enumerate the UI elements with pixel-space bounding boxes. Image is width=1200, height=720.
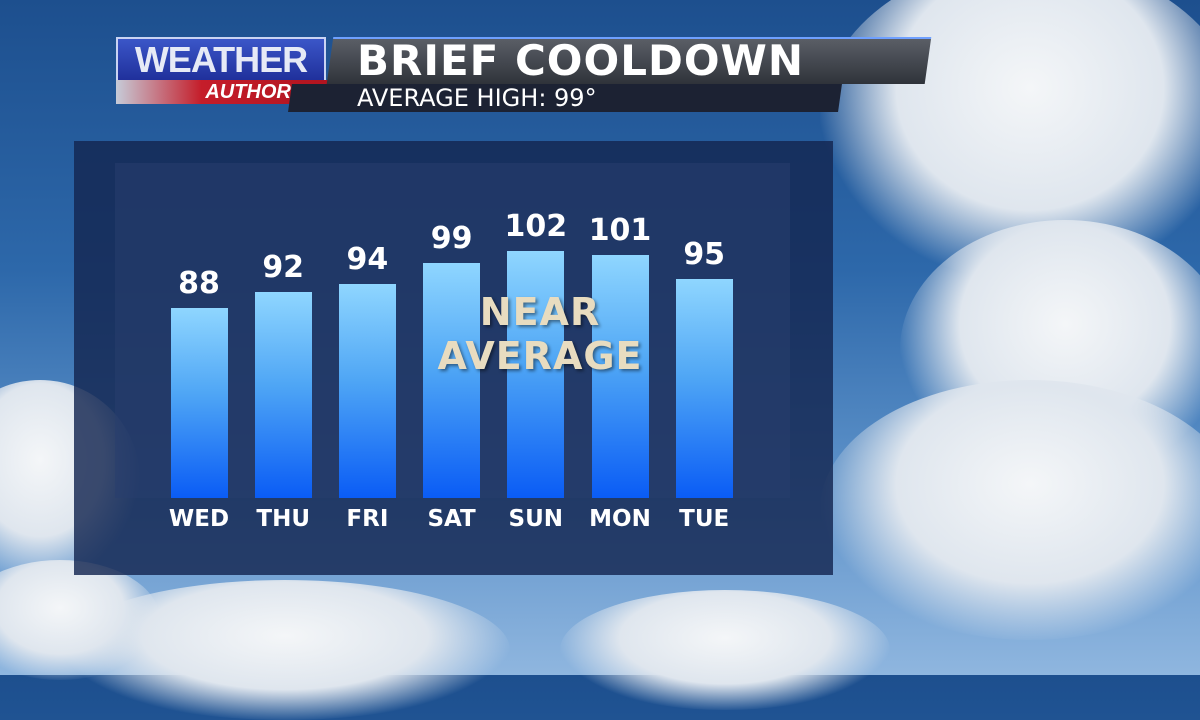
overlay-line2: AVERAGE bbox=[437, 334, 643, 378]
day-label: TUE bbox=[679, 506, 730, 532]
near-average-label: NEAR AVERAGE bbox=[400, 290, 680, 378]
day-label: SAT bbox=[427, 506, 476, 532]
cloud bbox=[820, 380, 1200, 640]
bar-sat bbox=[423, 263, 481, 498]
cloud bbox=[560, 590, 890, 710]
page-subtitle: AVERAGE HIGH: 99° bbox=[357, 84, 597, 112]
bar-mon bbox=[591, 255, 649, 498]
bar-fri bbox=[338, 283, 396, 498]
bar-wed bbox=[170, 307, 228, 498]
value-label: 99 bbox=[430, 221, 473, 257]
cloud bbox=[0, 560, 160, 680]
page-title: BRIEF COOLDOWN bbox=[357, 36, 805, 85]
day-label: THU bbox=[256, 506, 310, 532]
value-label: 102 bbox=[504, 208, 568, 244]
logo-weather: WEATHER bbox=[116, 37, 326, 83]
day-label: FRI bbox=[346, 506, 389, 532]
day-label: WED bbox=[168, 506, 230, 532]
value-label: 101 bbox=[588, 213, 652, 249]
overlay-line1: NEAR bbox=[479, 290, 601, 334]
bar-thu bbox=[254, 291, 312, 498]
value-label: 92 bbox=[262, 249, 305, 285]
bar-sun bbox=[507, 250, 565, 498]
day-label: MON bbox=[589, 506, 651, 532]
day-label: SUN bbox=[508, 506, 564, 532]
bar-tue bbox=[675, 279, 733, 498]
value-label: 88 bbox=[178, 265, 220, 301]
value-label: 95 bbox=[683, 237, 726, 273]
value-label: 94 bbox=[346, 241, 389, 277]
